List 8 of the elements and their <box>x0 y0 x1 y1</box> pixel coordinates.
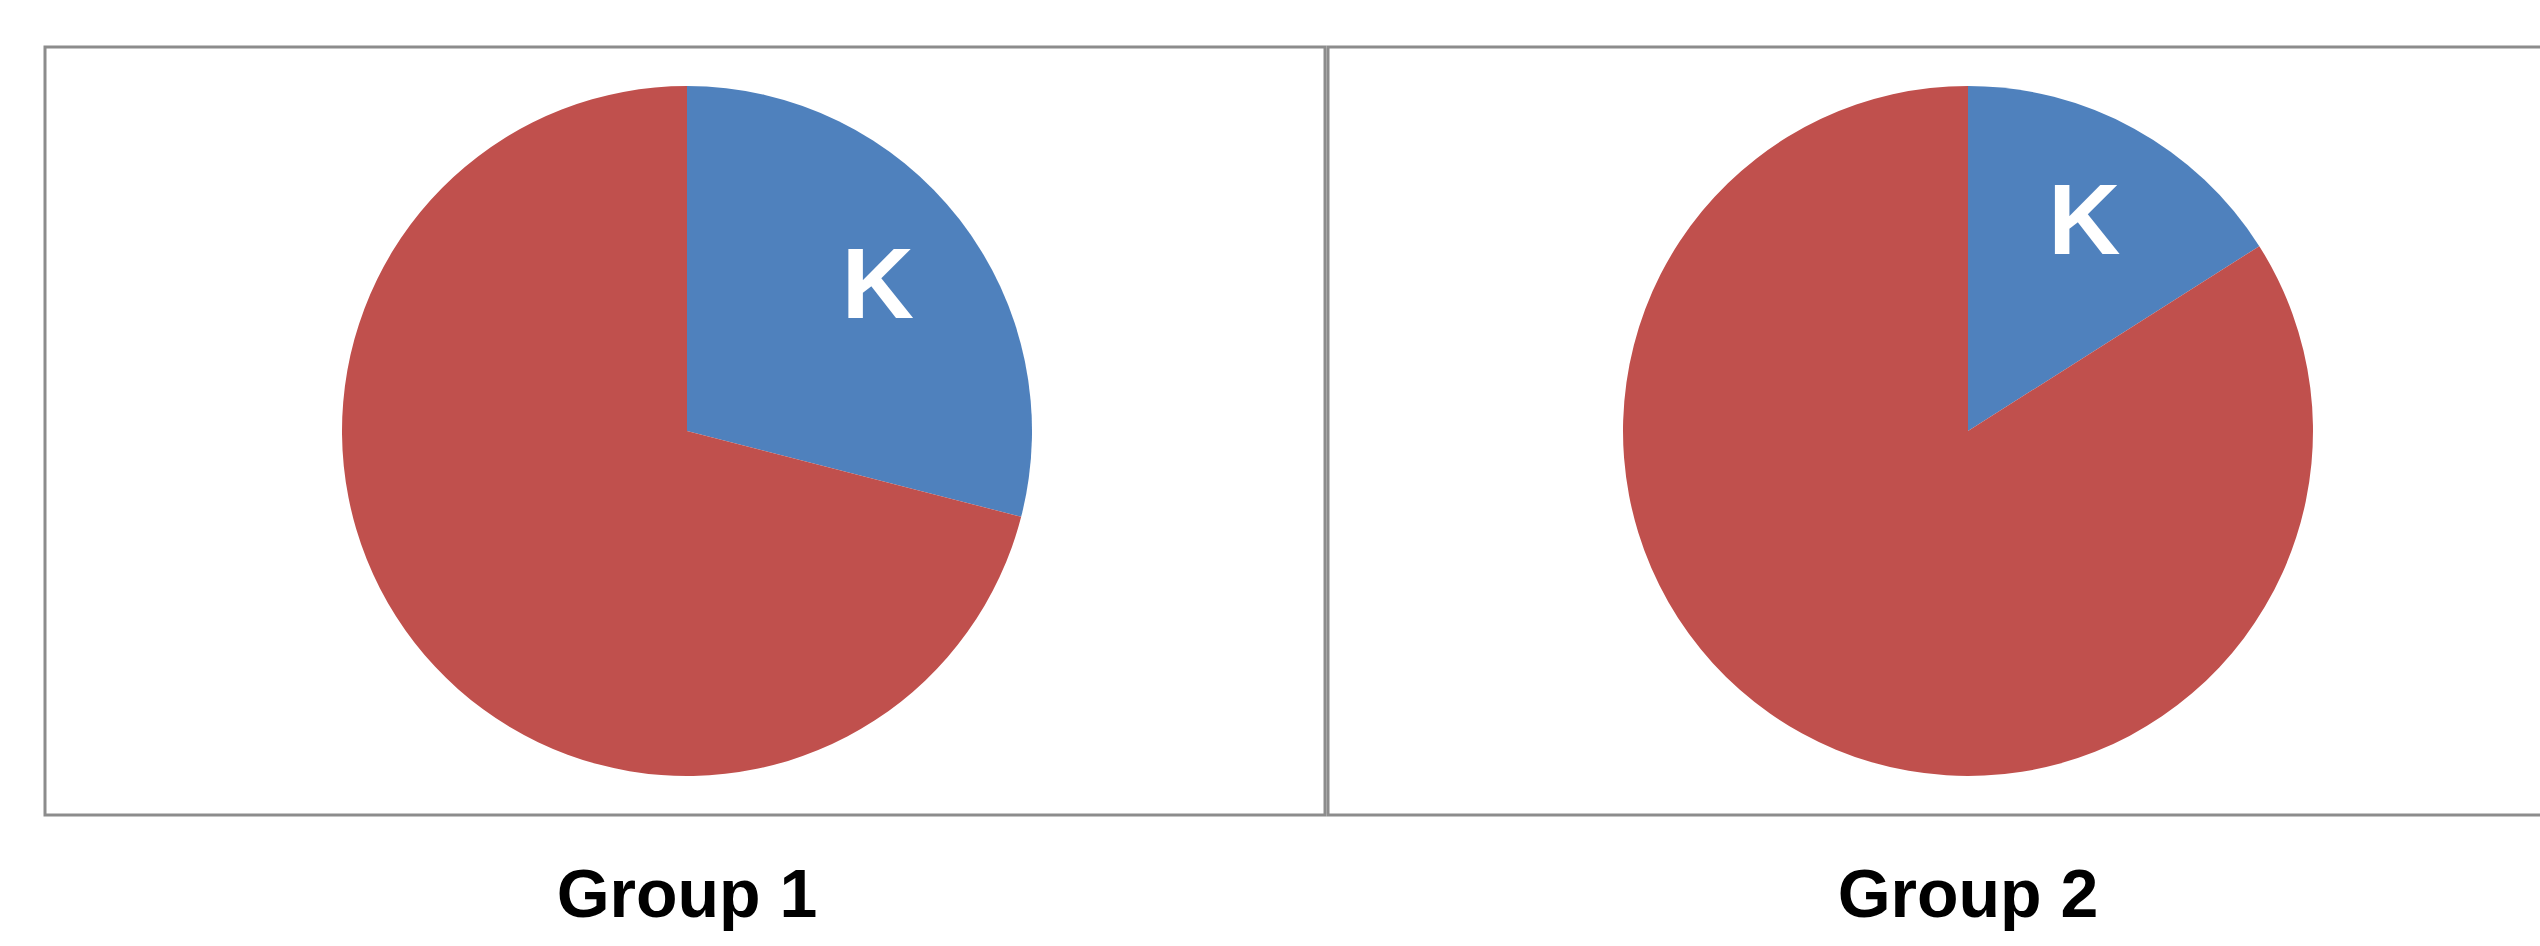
pie-slice <box>1968 86 2260 431</box>
pie-slice <box>687 86 1032 517</box>
text: Group 1 <box>556 855 818 931</box>
pie-slice <box>1623 86 2313 776</box>
slice-label: K <box>841 226 914 339</box>
text: Group 2 <box>1837 855 2099 931</box>
pie-slice <box>342 86 1022 776</box>
slice-label: K <box>2048 163 2121 276</box>
